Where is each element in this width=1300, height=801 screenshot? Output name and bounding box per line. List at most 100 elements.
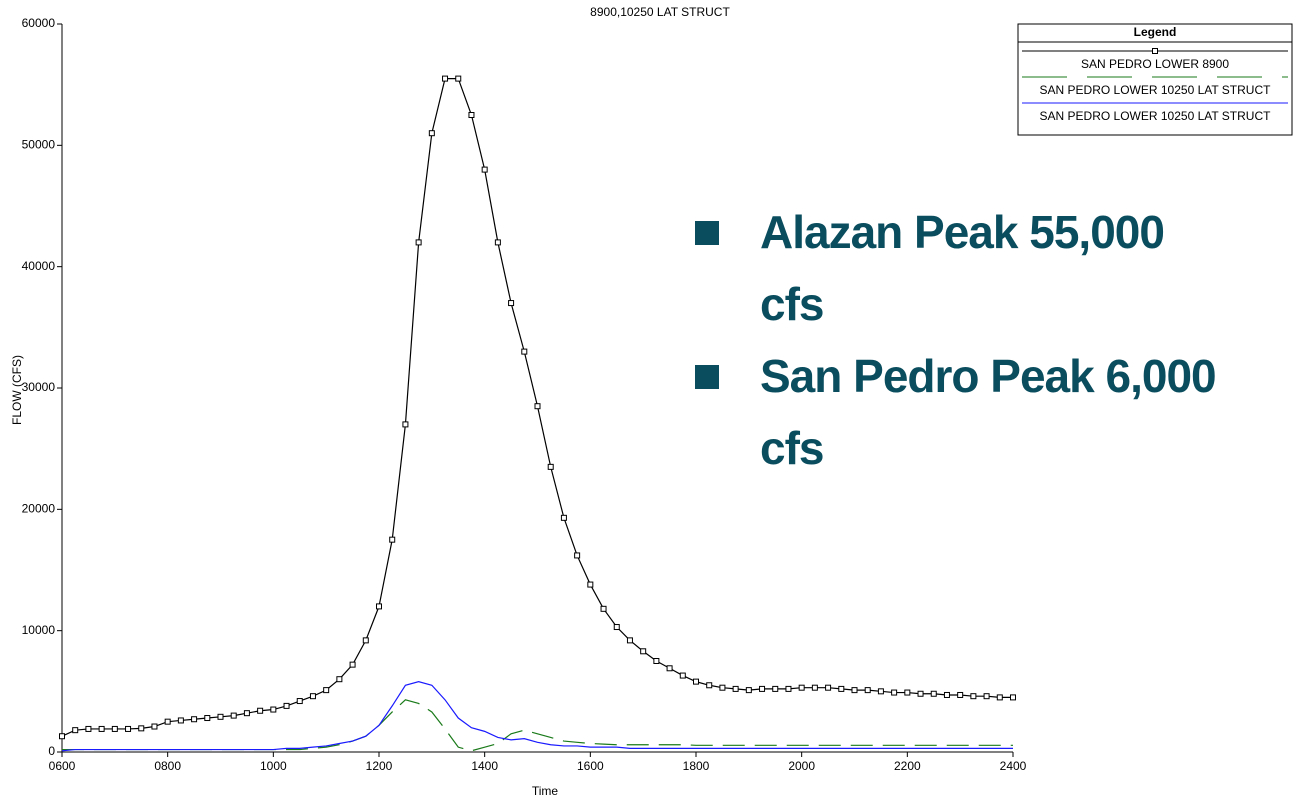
- point-marker: [785, 685, 792, 692]
- point-marker: [679, 672, 686, 679]
- annotations: Alazan Peak 55,000 cfs San Pedro Peak 6,0…: [690, 196, 1217, 484]
- point-marker: [508, 300, 515, 307]
- point-marker: [257, 707, 264, 714]
- legend-label: SAN PEDRO LOWER 10250 LAT STRUCT: [1040, 83, 1272, 97]
- point-marker: [666, 665, 673, 672]
- point-marker: [296, 698, 303, 705]
- point-marker: [626, 637, 633, 644]
- point-marker: [468, 112, 475, 118]
- point-marker: [732, 685, 739, 692]
- x-tick-label: 1400: [471, 759, 498, 773]
- point-marker: [455, 75, 462, 82]
- point-marker: [759, 685, 766, 692]
- point-marker: [640, 648, 647, 655]
- point-marker: [838, 685, 845, 692]
- point-marker: [693, 678, 699, 685]
- point-marker: [138, 725, 145, 732]
- point-marker: [851, 687, 858, 694]
- point-marker: [59, 733, 65, 740]
- point-marker: [230, 712, 237, 719]
- point-marker: [125, 725, 132, 732]
- series-line: [61, 681, 1013, 752]
- point-marker: [72, 727, 79, 734]
- legend-title: Legend: [1134, 25, 1177, 39]
- point-marker: [745, 687, 752, 694]
- point-marker: [825, 684, 832, 691]
- point-marker: [719, 684, 726, 691]
- point-marker: [243, 710, 250, 717]
- point-marker: [494, 239, 501, 246]
- annotation: San Pedro Peak 6,000 cfs: [690, 340, 1230, 484]
- point-marker: [98, 725, 105, 732]
- point-marker: [653, 658, 660, 664]
- point-marker: [164, 718, 171, 725]
- point-marker: [930, 690, 937, 697]
- point-marker: [1010, 694, 1016, 701]
- x-tick-label: 2400: [1000, 759, 1027, 773]
- legend-label: SAN PEDRO LOWER 8900: [1081, 57, 1229, 71]
- point-marker: [111, 725, 118, 732]
- x-tick-label: 2200: [894, 759, 921, 773]
- point-marker: [442, 75, 449, 82]
- point-marker: [970, 693, 977, 700]
- legend-marker: [1152, 48, 1158, 54]
- point-marker: [151, 723, 158, 730]
- x-tick-label: 0600: [49, 759, 76, 773]
- x-tick-label: 2000: [788, 759, 815, 773]
- y-tick-label: 50000: [22, 138, 56, 152]
- point-marker: [336, 676, 343, 683]
- legend-label: SAN PEDRO LOWER 10250 LAT STRUCT: [1040, 109, 1272, 123]
- y-tick-label: 20000: [22, 502, 56, 516]
- point-marker: [85, 725, 92, 732]
- point-marker: [811, 684, 818, 691]
- point-marker: [613, 624, 620, 631]
- point-marker: [798, 684, 805, 691]
- point-marker: [706, 682, 713, 689]
- y-tick-label: 30000: [22, 380, 56, 394]
- point-marker: [349, 661, 356, 668]
- point-marker: [891, 689, 898, 696]
- point-marker: [996, 694, 1003, 701]
- x-tick-label: 1200: [366, 759, 393, 773]
- point-marker: [177, 717, 184, 724]
- y-tick-label: 60000: [22, 16, 56, 30]
- x-tick-label: 1800: [683, 759, 710, 773]
- point-marker: [191, 716, 198, 723]
- x-tick-label: 1000: [260, 759, 287, 773]
- point-marker: [864, 687, 871, 694]
- point-marker: [917, 690, 924, 697]
- series-line: [62, 699, 1013, 752]
- point-marker: [217, 713, 224, 720]
- point-marker: [521, 348, 528, 355]
- point-marker: [428, 130, 435, 137]
- point-marker: [600, 605, 607, 612]
- point-marker: [270, 706, 277, 713]
- point-marker: [574, 552, 581, 559]
- point-marker: [904, 689, 911, 696]
- point-marker: [534, 403, 541, 410]
- x-tick-label: 0800: [154, 759, 181, 773]
- annotation: Alazan Peak 55,000 cfs: [690, 196, 1230, 340]
- chart-title: 8900,10250 LAT STRUCT: [590, 5, 730, 19]
- y-tick-label: 0: [48, 744, 55, 758]
- point-marker: [309, 693, 316, 700]
- point-marker: [283, 702, 290, 709]
- point-marker: [481, 166, 488, 173]
- point-marker: [323, 687, 330, 694]
- x-tick-label: 1600: [577, 759, 604, 773]
- point-marker: [362, 637, 369, 644]
- y-tick-label: 40000: [22, 259, 56, 273]
- point-marker: [943, 691, 950, 698]
- point-marker: [389, 536, 396, 543]
- y-tick-label: 10000: [22, 623, 56, 637]
- point-marker: [402, 421, 409, 428]
- x-axis-label: Time: [532, 784, 559, 798]
- point-marker: [376, 603, 382, 610]
- point-marker: [204, 715, 211, 722]
- point-marker: [983, 693, 990, 700]
- point-marker: [587, 581, 594, 588]
- point-marker: [877, 688, 884, 695]
- point-marker: [547, 463, 554, 470]
